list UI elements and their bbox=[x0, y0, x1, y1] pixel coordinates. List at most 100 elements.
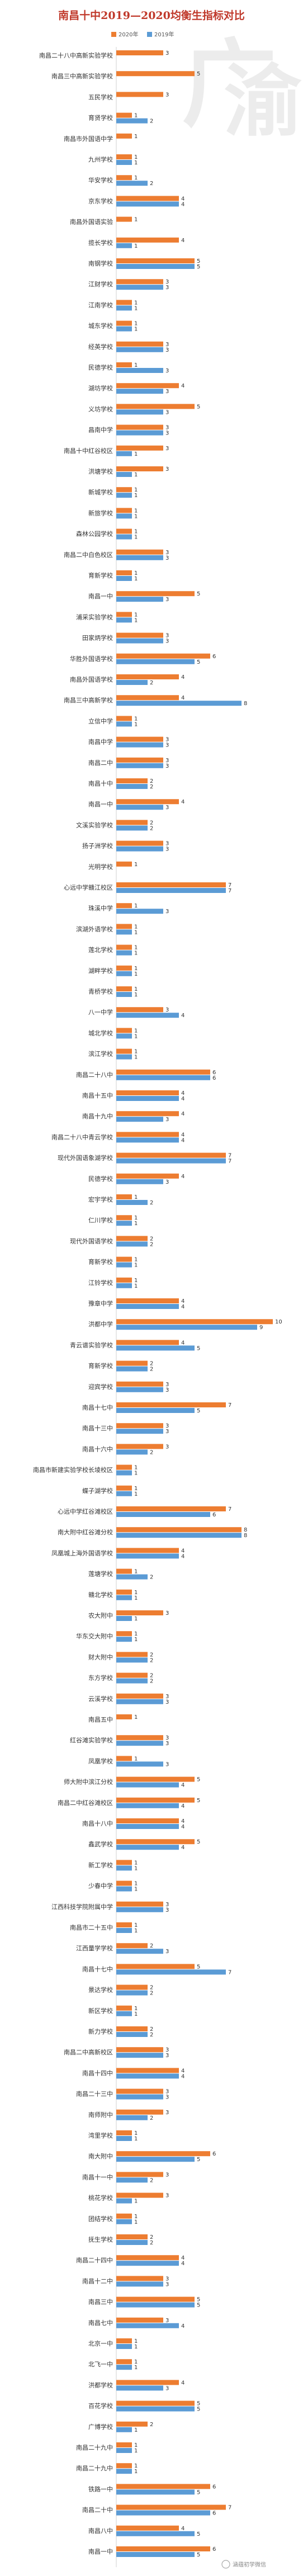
value-label-2019: 1 bbox=[134, 1491, 138, 1497]
value-label-2020: 3 bbox=[165, 2318, 169, 2324]
bar-group: 南昌市外国语中学 1 bbox=[64, 133, 138, 143]
value-label-2019: 6 bbox=[212, 1512, 216, 1518]
bar-2020 bbox=[116, 2317, 163, 2323]
value-label-2020: 1 bbox=[134, 217, 138, 223]
value-label-2020: 1 bbox=[134, 2338, 138, 2345]
bar-group: 育新学校 11 bbox=[88, 1256, 138, 1269]
category-label: 江铃学校 bbox=[88, 1279, 113, 1287]
value-label-2020: 1 bbox=[134, 1922, 138, 1929]
bar-2020 bbox=[116, 487, 132, 493]
category-label: 湖畔学校 bbox=[88, 967, 113, 975]
category-label: 南昌十四中 bbox=[82, 2069, 113, 2077]
bar-group: 广博学校 2 1 bbox=[88, 2421, 153, 2433]
value-label-2019: 5 bbox=[197, 659, 200, 665]
bar-2019 bbox=[116, 1158, 226, 1164]
bar-2019 bbox=[116, 181, 148, 186]
bar-2019 bbox=[116, 992, 132, 997]
bar-2019 bbox=[116, 264, 195, 269]
category-label: 南昌二十九中 bbox=[76, 2443, 113, 2451]
value-label-2019: 1 bbox=[134, 1928, 138, 1934]
bar-2020 bbox=[116, 1215, 132, 1221]
category-label: 江西量学学校 bbox=[76, 1944, 113, 1952]
value-label-2019: 2 bbox=[150, 680, 153, 686]
value-label-2019: 4 bbox=[181, 2323, 184, 2329]
bar-2020 bbox=[116, 1693, 163, 1699]
category-label: 南昌二中白色校区 bbox=[64, 551, 113, 559]
value-label-2020: 1 bbox=[134, 1194, 138, 1200]
bar-2019 bbox=[116, 1845, 179, 1850]
value-label-2020: 5 bbox=[197, 2297, 200, 2303]
bar-2020 bbox=[116, 570, 132, 575]
bar-group: 心远中学红谷滩校区 7 6 bbox=[58, 1506, 231, 1518]
plot-area: 南昌二十八中高新实验学校 3 南昌三中高新实验学校 5 五民学校 3 育贤学校 1 2 南昌市外国… bbox=[33, 47, 282, 2568]
bar-2020 bbox=[116, 944, 132, 950]
value-label-2020: 1 bbox=[134, 1590, 138, 1596]
category-label: 心远中学赣江校区 bbox=[64, 883, 113, 891]
value-label-2020: 5 bbox=[197, 1964, 200, 1970]
bar-2020 bbox=[116, 1319, 273, 1325]
value-label-2020: 6 bbox=[212, 654, 216, 660]
bar-2019 bbox=[116, 1241, 148, 1247]
category-label: 少春中学 bbox=[88, 1882, 113, 1890]
value-label-2020: 2 bbox=[150, 1361, 153, 1367]
bar-2019 bbox=[116, 1387, 163, 1392]
bar-2019 bbox=[116, 576, 132, 581]
bar-2020 bbox=[116, 1090, 179, 1095]
category-label: 现代外国语象湖学校 bbox=[58, 1154, 113, 1162]
bar-2019 bbox=[116, 2469, 132, 2474]
bar-2020 bbox=[116, 216, 132, 222]
category-label: 南昌二十八中高新实验学校 bbox=[39, 51, 113, 59]
category-label: 育新学校 bbox=[88, 1258, 113, 1266]
value-label-2019: 3 bbox=[165, 1761, 169, 1767]
value-label-2020: 4 bbox=[181, 1090, 184, 1096]
value-label-2020: 4 bbox=[181, 1111, 184, 1117]
bar-2019 bbox=[116, 243, 132, 248]
bar-group: 洪都中学 10 9 bbox=[88, 1319, 282, 1331]
bar-2019 bbox=[116, 1741, 163, 1746]
value-label-2019: 3 bbox=[165, 597, 169, 603]
value-label-2020: 2 bbox=[150, 778, 153, 784]
category-label: 义坊学校 bbox=[88, 405, 113, 413]
bar-2020 bbox=[116, 175, 132, 181]
bar-group: 江财学校 33 bbox=[88, 279, 169, 291]
value-label-2019: 2 bbox=[150, 2032, 153, 2038]
value-label-2020: 3 bbox=[165, 841, 169, 847]
value-label-2020: 1 bbox=[134, 986, 138, 992]
bar-2019 bbox=[116, 534, 132, 540]
value-label-2020: 3 bbox=[165, 446, 169, 452]
category-label: 南昌二十四中 bbox=[76, 2256, 113, 2264]
value-label-2020: 2 bbox=[150, 1673, 153, 1679]
bar-2020 bbox=[116, 1735, 163, 1741]
value-label-2019: 1 bbox=[134, 1221, 138, 1227]
value-label-2020: 4 bbox=[181, 196, 184, 202]
bar-group: 京东学校 44 bbox=[88, 196, 184, 207]
bar-group: 民德学校 1 3 bbox=[88, 362, 169, 374]
bar-group: 文溪实验学校 22 bbox=[76, 820, 153, 831]
bar-group: 城北学校 11 bbox=[88, 1028, 138, 1039]
value-label-2019: 3 bbox=[165, 389, 169, 395]
bar-2020 bbox=[116, 1901, 163, 1907]
bar-group: 南昌二中 33 bbox=[88, 757, 169, 769]
bar-2020 bbox=[116, 133, 132, 139]
bar-group: 南昌十一中 3 2 bbox=[82, 2172, 169, 2183]
value-label-2020: 7 bbox=[228, 1402, 231, 1408]
bar-group: 揽长学校 4 1 bbox=[88, 237, 184, 249]
bar-group: 凤凰城上海外国语学校 44 bbox=[51, 1548, 184, 1559]
value-label-2019: 3 bbox=[165, 368, 169, 374]
value-label-2019: 2 bbox=[150, 825, 153, 831]
bar-2020 bbox=[116, 1672, 148, 1678]
value-label-2020: 6 bbox=[212, 2151, 216, 2157]
value-label-2020: 4 bbox=[181, 1132, 184, 1138]
wechat-icon bbox=[221, 2560, 230, 2569]
category-label: 凤凰学校 bbox=[88, 1757, 113, 1765]
value-label-2019: 2 bbox=[150, 1200, 153, 1206]
bar-2020 bbox=[116, 653, 210, 659]
bar-2019 bbox=[116, 472, 132, 477]
bar-group: 南昌二十三中 33 bbox=[76, 2088, 169, 2101]
category-label: 南昌一中 bbox=[88, 2548, 113, 2555]
bar-group: 南昌二十九中 11 bbox=[76, 2442, 138, 2454]
value-label-2019: 5 bbox=[197, 2531, 200, 2537]
bar-2019 bbox=[116, 1491, 132, 1496]
category-label: 民德学校 bbox=[88, 363, 113, 371]
category-label: 南师附中 bbox=[88, 2111, 113, 2119]
